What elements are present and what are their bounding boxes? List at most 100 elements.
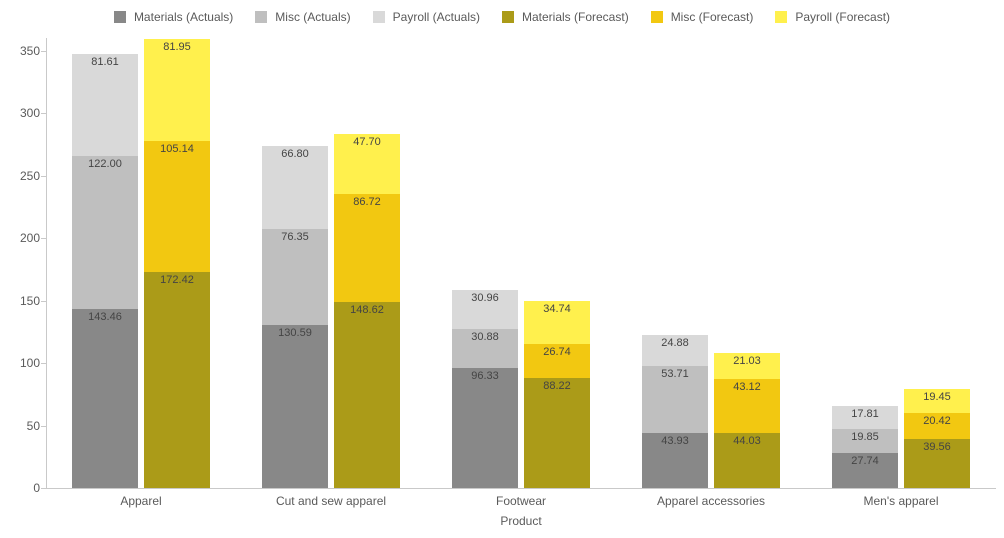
y-tick-mark xyxy=(41,426,46,427)
forecast-materials-segment[interactable]: 88.22 xyxy=(524,378,590,488)
forecast-misc-value-label: 86.72 xyxy=(353,196,381,208)
actuals-payroll-segment[interactable]: 66.80 xyxy=(262,146,328,230)
legend-label: Materials (Actuals) xyxy=(134,10,233,24)
chart-plot-area: 050100150200250300350Apparel143.46122.00… xyxy=(46,38,996,488)
actuals-payroll-value-label: 81.61 xyxy=(91,56,119,68)
actuals-misc-segment[interactable]: 53.71 xyxy=(642,366,708,433)
legend-label: Misc (Actuals) xyxy=(275,10,350,24)
actuals-payroll-segment[interactable]: 81.61 xyxy=(72,54,138,156)
legend-swatch xyxy=(502,11,514,23)
y-tick-label: 150 xyxy=(0,294,40,308)
actuals-misc-value-label: 122.00 xyxy=(88,158,122,170)
actuals-misc-segment[interactable]: 76.35 xyxy=(262,229,328,324)
forecast-payroll-segment[interactable]: 81.95 xyxy=(144,39,210,141)
x-axis-title: Product xyxy=(46,514,996,528)
forecast-misc-segment[interactable]: 20.42 xyxy=(904,413,970,439)
forecast-misc-value-label: 43.12 xyxy=(733,381,761,393)
y-tick-label: 300 xyxy=(0,106,40,120)
actuals-payroll-value-label: 17.81 xyxy=(851,408,879,420)
actuals-misc-value-label: 53.71 xyxy=(661,368,689,380)
forecast-misc-segment[interactable]: 43.12 xyxy=(714,379,780,433)
y-tick-label: 200 xyxy=(0,231,40,245)
y-tick-label: 250 xyxy=(0,169,40,183)
y-tick-label: 0 xyxy=(0,481,40,495)
actuals-materials-segment[interactable]: 27.74 xyxy=(832,453,898,488)
y-tick-label: 100 xyxy=(0,356,40,370)
x-category-label: Apparel accessories xyxy=(657,494,765,508)
legend-label: Misc (Forecast) xyxy=(671,10,754,24)
x-category-label: Apparel xyxy=(120,494,161,508)
actuals-misc-value-label: 19.85 xyxy=(851,431,879,443)
actuals-materials-value-label: 96.33 xyxy=(471,370,499,382)
actuals-materials-segment[interactable]: 96.33 xyxy=(452,368,518,488)
actuals-payroll-segment[interactable]: 24.88 xyxy=(642,335,708,366)
actuals-payroll-value-label: 24.88 xyxy=(661,337,689,349)
forecast-misc-segment[interactable]: 86.72 xyxy=(334,194,400,302)
y-tick-label: 350 xyxy=(0,44,40,58)
legend-item-misc-forecast: Misc (Forecast) xyxy=(651,10,754,24)
x-category-label: Footwear xyxy=(496,494,546,508)
actuals-materials-value-label: 43.93 xyxy=(661,435,689,447)
legend-item-payroll-actuals: Payroll (Actuals) xyxy=(373,10,480,24)
forecast-misc-segment[interactable]: 26.74 xyxy=(524,344,590,377)
y-tick-mark xyxy=(41,51,46,52)
actuals-payroll-value-label: 66.80 xyxy=(281,148,309,160)
actuals-misc-value-label: 30.88 xyxy=(471,331,499,343)
forecast-payroll-value-label: 81.95 xyxy=(163,41,191,53)
legend-label: Materials (Forecast) xyxy=(522,10,629,24)
actuals-materials-value-label: 27.74 xyxy=(851,455,879,467)
forecast-misc-value-label: 105.14 xyxy=(160,143,194,155)
forecast-payroll-segment[interactable]: 21.03 xyxy=(714,353,780,379)
actuals-payroll-segment[interactable]: 30.96 xyxy=(452,290,518,329)
forecast-payroll-segment[interactable]: 19.45 xyxy=(904,389,970,413)
forecast-materials-segment[interactable]: 39.56 xyxy=(904,439,970,488)
legend-swatch xyxy=(114,11,126,23)
legend-swatch xyxy=(373,11,385,23)
y-tick-label: 50 xyxy=(0,419,40,433)
y-tick-mark xyxy=(41,113,46,114)
forecast-materials-value-label: 88.22 xyxy=(543,380,571,392)
forecast-misc-segment[interactable]: 105.14 xyxy=(144,141,210,272)
forecast-payroll-segment[interactable]: 47.70 xyxy=(334,134,400,194)
actuals-misc-value-label: 76.35 xyxy=(281,231,309,243)
forecast-materials-value-label: 148.62 xyxy=(350,304,384,316)
forecast-materials-segment[interactable]: 148.62 xyxy=(334,302,400,488)
legend-swatch xyxy=(775,11,787,23)
legend-swatch xyxy=(651,11,663,23)
forecast-payroll-value-label: 34.74 xyxy=(543,303,571,315)
forecast-materials-value-label: 44.03 xyxy=(733,435,761,447)
actuals-materials-segment[interactable]: 43.93 xyxy=(642,433,708,488)
x-category-label: Men's apparel xyxy=(864,494,939,508)
legend-item-payroll-forecast: Payroll (Forecast) xyxy=(775,10,890,24)
forecast-payroll-segment[interactable]: 34.74 xyxy=(524,301,590,344)
y-tick-mark xyxy=(41,301,46,302)
forecast-materials-segment[interactable]: 172.42 xyxy=(144,272,210,488)
actuals-payroll-value-label: 30.96 xyxy=(471,292,499,304)
chart-legend: Materials (Actuals) Misc (Actuals) Payro… xyxy=(0,6,1004,28)
actuals-payroll-segment[interactable]: 17.81 xyxy=(832,406,898,428)
forecast-payroll-value-label: 47.70 xyxy=(353,136,381,148)
forecast-payroll-value-label: 19.45 xyxy=(923,391,951,403)
forecast-materials-segment[interactable]: 44.03 xyxy=(714,433,780,488)
x-axis-line xyxy=(46,488,996,489)
y-tick-mark xyxy=(41,363,46,364)
actuals-materials-segment[interactable]: 130.59 xyxy=(262,325,328,488)
legend-item-misc-actuals: Misc (Actuals) xyxy=(255,10,350,24)
actuals-misc-segment[interactable]: 122.00 xyxy=(72,156,138,309)
legend-item-materials-actuals: Materials (Actuals) xyxy=(114,10,233,24)
legend-label: Payroll (Forecast) xyxy=(795,10,890,24)
actuals-materials-segment[interactable]: 143.46 xyxy=(72,309,138,488)
actuals-materials-value-label: 143.46 xyxy=(88,311,122,323)
y-axis-line xyxy=(46,38,47,488)
actuals-misc-segment[interactable]: 30.88 xyxy=(452,329,518,368)
y-tick-mark xyxy=(41,176,46,177)
x-category-label: Cut and sew apparel xyxy=(276,494,386,508)
y-tick-mark xyxy=(41,238,46,239)
forecast-materials-value-label: 39.56 xyxy=(923,441,951,453)
forecast-materials-value-label: 172.42 xyxy=(160,274,194,286)
actuals-misc-segment[interactable]: 19.85 xyxy=(832,429,898,454)
forecast-payroll-value-label: 21.03 xyxy=(733,355,761,367)
legend-item-materials-forecast: Materials (Forecast) xyxy=(502,10,629,24)
legend-swatch xyxy=(255,11,267,23)
legend-label: Payroll (Actuals) xyxy=(393,10,480,24)
